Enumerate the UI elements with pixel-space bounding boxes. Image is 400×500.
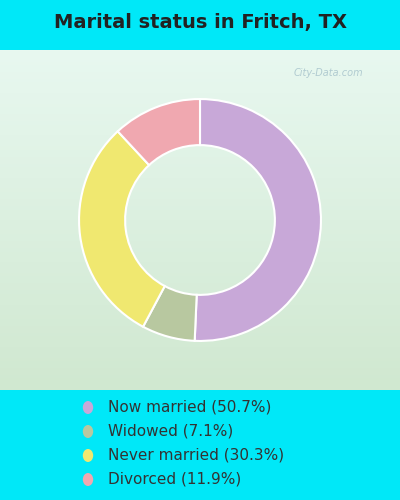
Text: Divorced (11.9%): Divorced (11.9%) <box>108 472 241 487</box>
Wedge shape <box>79 132 165 326</box>
Text: Never married (30.3%): Never married (30.3%) <box>108 448 284 463</box>
Circle shape <box>83 449 93 462</box>
Circle shape <box>83 425 93 438</box>
Circle shape <box>83 473 93 486</box>
Text: Now married (50.7%): Now married (50.7%) <box>108 400 271 415</box>
Text: City-Data.com: City-Data.com <box>293 68 363 78</box>
Wedge shape <box>143 286 197 341</box>
Wedge shape <box>118 99 200 165</box>
Circle shape <box>83 401 93 414</box>
Text: Widowed (7.1%): Widowed (7.1%) <box>108 424 233 439</box>
Text: Marital status in Fritch, TX: Marital status in Fritch, TX <box>54 13 346 32</box>
Wedge shape <box>195 99 321 341</box>
